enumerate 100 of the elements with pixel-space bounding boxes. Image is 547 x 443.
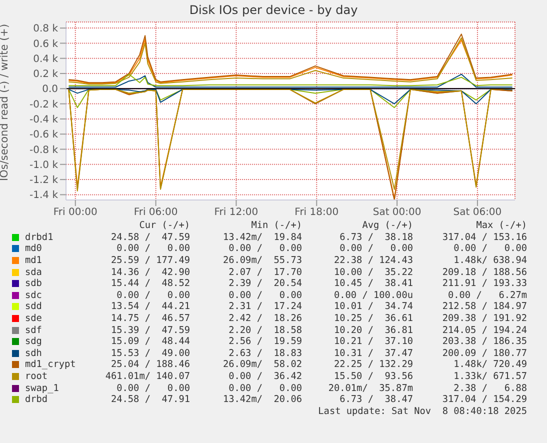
text: 14.75 / 46.57	[110, 313, 190, 324]
text: 25.04 / 188.46	[110, 359, 190, 370]
text: Avg (-/+)	[361, 220, 413, 232]
text: 0.00 / 0.00	[228, 382, 302, 394]
text: 2.31 / 17.24	[228, 301, 302, 312]
text: 2.07 / 17.70	[228, 266, 302, 278]
x-tick-label: Fri 18:00	[294, 207, 339, 218]
text: 2.42 / 18.26	[228, 313, 302, 324]
legend-label: root	[25, 371, 48, 382]
y-tick-label: 0.8 k	[33, 24, 58, 35]
text: 26.09m/ 58.02	[222, 359, 302, 370]
x-tick-label: Fri 12:00	[214, 207, 258, 218]
text: 200.09 / 180.77	[441, 348, 527, 359]
text: Min (-/+)	[250, 220, 302, 232]
y-tick-label: -0.8 k	[30, 144, 58, 156]
text: 0.00 / 100.00u	[332, 290, 413, 301]
y-tick-label: -1.4 k	[30, 190, 58, 202]
text: 24.58 / 47.59	[110, 232, 190, 243]
text: 461.01m/ 140.07	[104, 371, 190, 382]
text: 13.54 / 44.21	[110, 301, 190, 312]
legend-label: sdh	[25, 348, 42, 359]
legend-label: md0	[25, 243, 42, 254]
text: 15.50 / 93.56	[332, 371, 413, 382]
text: 1.48k/ 720.49	[452, 359, 527, 370]
legend-label: swap_1	[25, 382, 59, 394]
y-tick-label: 0.0	[42, 84, 58, 96]
text: 0.00 / 0.00	[228, 243, 302, 254]
text: 20.01m/ 35.87m	[327, 382, 413, 394]
text: 10.20 / 36.81	[332, 324, 413, 336]
y-axis-title: IOs/second read (-) / write (+)	[0, 24, 11, 181]
text: Cur (-/+)	[138, 220, 190, 232]
text: 15.53 / 49.00	[110, 348, 190, 359]
text: 1.33k/ 671.57	[452, 371, 527, 382]
text: 209.18 / 188.56	[441, 266, 527, 278]
y-tick-label: -1.2 k	[30, 175, 58, 186]
legend-label: sdb	[25, 278, 42, 290]
text: 13.42m/ 19.84	[222, 232, 302, 243]
text: 15.39 / 47.59	[110, 324, 190, 336]
y-tick-label: -0.2 k	[30, 99, 58, 110]
y-tick-label: -0.4 k	[30, 114, 58, 126]
text: 0.00 / 0.00	[338, 243, 413, 254]
y-tick-label: 0.2 k	[33, 69, 58, 80]
text: 2.20 / 18.58	[228, 324, 302, 336]
chart-title: Disk IOs per device - by day	[188, 3, 359, 17]
x-tick-label: Sat 00:00	[372, 207, 422, 218]
text: 10.01 / 34.74	[332, 301, 413, 312]
text: 2.38 / 6.88	[452, 382, 527, 394]
text: 22.38 / 124.43	[332, 255, 413, 266]
text: 14.36 / 42.90	[110, 266, 190, 278]
text: 0.00 / 0.00	[452, 243, 527, 254]
legend-label: md1_crypt	[25, 359, 76, 370]
x-tick-label: Sat 06:00	[453, 207, 502, 218]
text: 211.91 / 193.33	[441, 278, 527, 290]
x-tick-label: Fri 06:00	[134, 207, 178, 218]
text: 2.56 / 19.59	[228, 336, 302, 348]
legend-label: sde	[25, 313, 42, 324]
text: 203.38 / 186.35	[441, 336, 527, 348]
text: 0.00 / 0.00	[228, 290, 302, 301]
legend-label: drbd	[25, 394, 48, 406]
legend-label: sda	[25, 266, 42, 278]
text: 6.73 / 38.47	[338, 394, 413, 406]
text: 26.09m/ 55.73	[222, 255, 302, 266]
text: 0.00 / 36.42	[228, 371, 302, 382]
text: 22.25 / 132.29	[332, 359, 413, 370]
text: 2.63 / 18.83	[228, 348, 302, 359]
y-tick-label: 0.4 k	[33, 54, 58, 65]
text: 1.48k/ 638.94	[452, 255, 527, 266]
text: 2.39 / 20.54	[228, 278, 302, 290]
text: 10.21 / 37.10	[332, 336, 413, 348]
text: 10.31 / 37.47	[332, 348, 413, 359]
text: 15.09 / 48.44	[110, 336, 190, 348]
text: 6.73 / 38.18	[338, 232, 413, 243]
text: Last update: Sat Nov 8 08:40:18 2025	[317, 406, 527, 418]
legend-label: sdg	[25, 336, 42, 348]
legend-label: sdf	[25, 324, 42, 336]
text: 10.25 / 36.61	[332, 313, 413, 324]
legend-label: md1	[25, 255, 42, 266]
legend-label: sdc	[25, 290, 42, 301]
text: 317.04 / 154.29	[441, 394, 527, 406]
y-tick-label: 0.6 k	[33, 38, 58, 50]
text: 317.04 / 153.16	[441, 232, 527, 243]
legend-label: drbd1	[25, 232, 54, 243]
text: Max (-/+)	[475, 220, 527, 232]
text: 0.00 / 0.00	[116, 290, 190, 301]
text: 214.05 / 194.24	[441, 324, 527, 336]
text: 0.00 / 0.00	[116, 243, 190, 254]
text: 13.42m/ 20.06	[222, 394, 302, 406]
text: 24.58 / 47.91	[110, 394, 190, 406]
text: 10.45 / 38.41	[332, 278, 413, 290]
text: 0.00 / 6.27m	[446, 290, 527, 301]
legend-label: sdd	[25, 301, 42, 312]
text: 25.59 / 177.49	[110, 255, 190, 266]
x-tick-label: Fri 00:00	[53, 207, 98, 218]
y-tick-label: -0.6 k	[30, 130, 58, 141]
text: 209.38 / 191.92	[441, 313, 527, 324]
text: 0.00 / 0.00	[116, 382, 190, 394]
text: 10.00 / 35.22	[332, 266, 413, 278]
text: 15.44 / 48.52	[110, 278, 190, 290]
text: 212.58 / 184.97	[441, 301, 527, 312]
y-tick-label: -1.0 k	[30, 160, 58, 171]
